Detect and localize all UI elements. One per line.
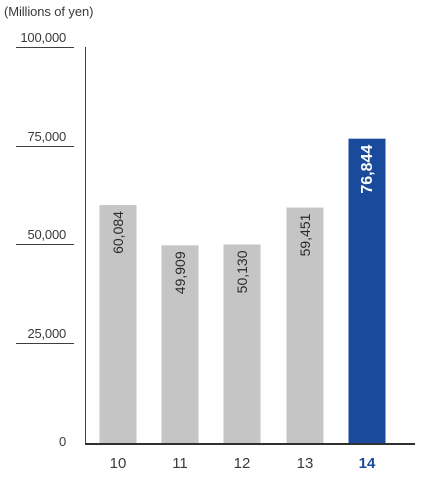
y-tick-label-25000: 25,000 <box>27 326 66 341</box>
x-tick-label-12: 12 <box>233 455 251 472</box>
y-tick-line-25000 <box>16 343 74 344</box>
bar-10 <box>99 205 137 443</box>
y-tick-label-50000: 50,000 <box>27 227 66 242</box>
y-tick-label-0: 0 <box>58 434 66 449</box>
bar-value-label-14: 76,844 <box>359 145 376 194</box>
y-axis-unit-label: (Millions of yen) <box>4 4 94 19</box>
bar-value-label-13: 59,451 <box>297 213 313 256</box>
bar-12 <box>223 244 261 443</box>
bar-13 <box>286 207 324 443</box>
y-tick-line-75000 <box>16 146 74 147</box>
x-tick-label-14: 14 <box>358 455 376 472</box>
y-tick-line-100000 <box>16 47 74 48</box>
bar-value-label-11: 49,909 <box>172 251 188 294</box>
y-tick-line-50000 <box>16 244 74 245</box>
bar-value-label-12: 50,130 <box>234 250 250 293</box>
bar-value-label-10: 60,084 <box>110 211 126 254</box>
x-tick-label-11: 11 <box>172 455 188 472</box>
y-axis-line <box>85 47 86 444</box>
y-tick-label-75000: 75,000 <box>27 129 66 144</box>
y-tick-label-100000: 100,000 <box>20 30 66 45</box>
x-tick-label-10: 10 <box>109 455 127 472</box>
bar-11 <box>161 245 199 443</box>
bar-14 <box>348 138 386 443</box>
x-tick-label-13: 13 <box>296 455 314 472</box>
x-axis-line <box>85 443 415 445</box>
